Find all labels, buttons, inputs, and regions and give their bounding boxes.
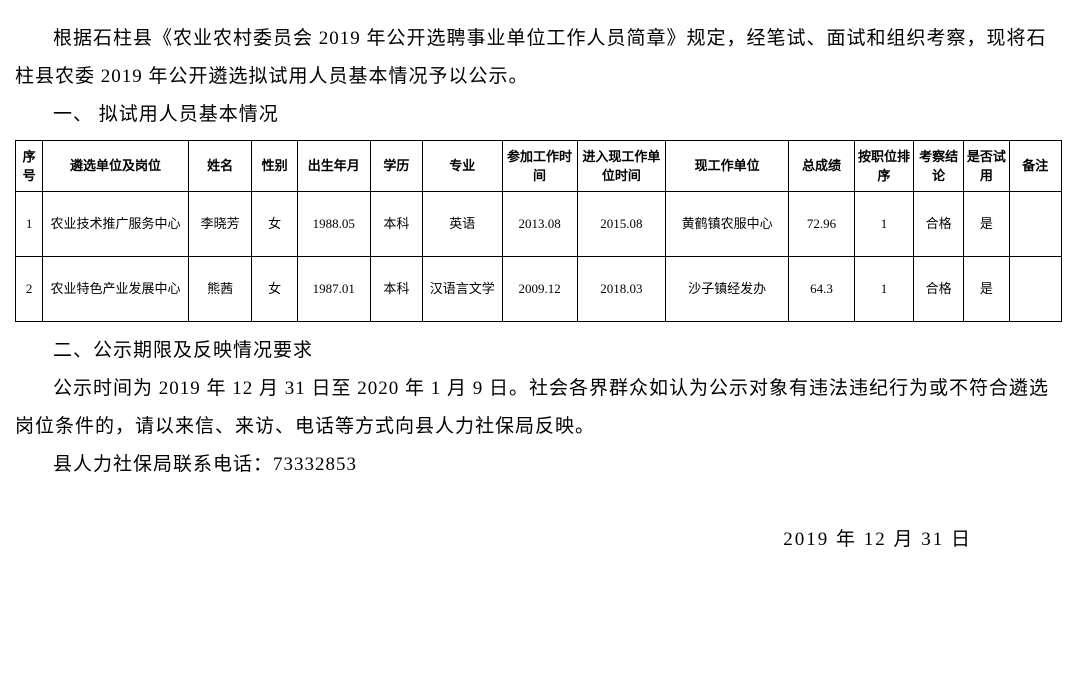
cell-gender: 女 <box>252 257 297 322</box>
cell-major: 汉语言文学 <box>422 257 502 322</box>
cell-cur_time: 2018.03 <box>577 257 666 322</box>
cell-unit: 农业技术推广服务中心 <box>43 192 189 257</box>
cell-major: 英语 <box>422 192 502 257</box>
cell-trial: 是 <box>964 192 1009 257</box>
col-header-seq: 序号 <box>16 141 43 192</box>
cell-cur_unit: 沙子镇经发办 <box>666 257 789 322</box>
section-1-header: 一、 拟试用人员基本情况 <box>15 96 1062 134</box>
col-header-cur_unit: 现工作单位 <box>666 141 789 192</box>
cell-note <box>1009 192 1061 257</box>
cell-exam: 合格 <box>914 257 964 322</box>
table-header-row: 序号遴选单位及岗位姓名性别出生年月学历专业参加工作时间进入现工作单位时间现工作单… <box>16 141 1062 192</box>
col-header-exam: 考察结论 <box>914 141 964 192</box>
contact-paragraph: 县人力社保局联系电话：73332853 <box>15 446 1062 484</box>
cell-unit: 农业特色产业发展中心 <box>43 257 189 322</box>
cell-cur_time: 2015.08 <box>577 192 666 257</box>
section-2-header: 二、公示期限及反映情况要求 <box>15 332 1062 370</box>
candidates-table: 序号遴选单位及岗位姓名性别出生年月学历专业参加工作时间进入现工作单位时间现工作单… <box>15 140 1062 322</box>
cell-birth: 1987.01 <box>297 257 370 322</box>
cell-exam: 合格 <box>914 192 964 257</box>
col-header-gender: 性别 <box>252 141 297 192</box>
col-header-birth: 出生年月 <box>297 141 370 192</box>
date-line: 2019 年 12 月 31 日 <box>15 524 1062 551</box>
cell-name: 熊茜 <box>188 257 252 322</box>
col-header-note: 备注 <box>1009 141 1061 192</box>
cell-score: 72.96 <box>789 192 855 257</box>
col-header-work_time: 参加工作时间 <box>502 141 577 192</box>
cell-edu: 本科 <box>370 257 422 322</box>
cell-work_time: 2013.08 <box>502 192 577 257</box>
col-header-major: 专业 <box>422 141 502 192</box>
cell-gender: 女 <box>252 192 297 257</box>
cell-name: 李晓芳 <box>188 192 252 257</box>
cell-score: 64.3 <box>789 257 855 322</box>
cell-seq: 1 <box>16 192 43 257</box>
col-header-unit: 遴选单位及岗位 <box>43 141 189 192</box>
cell-cur_unit: 黄鹤镇农服中心 <box>666 192 789 257</box>
cell-note <box>1009 257 1061 322</box>
cell-rank: 1 <box>854 192 913 257</box>
cell-edu: 本科 <box>370 192 422 257</box>
table-row: 2农业特色产业发展中心熊茜女1987.01本科汉语言文学2009.122018.… <box>16 257 1062 322</box>
cell-rank: 1 <box>854 257 913 322</box>
col-header-trial: 是否试用 <box>964 141 1009 192</box>
cell-birth: 1988.05 <box>297 192 370 257</box>
notice-paragraph: 公示时间为 2019 年 12 月 31 日至 2020 年 1 月 9 日。社… <box>15 370 1062 446</box>
col-header-name: 姓名 <box>188 141 252 192</box>
cell-trial: 是 <box>964 257 1009 322</box>
intro-paragraph: 根据石柱县《农业农村委员会 2019 年公开选聘事业单位工作人员简章》规定，经笔… <box>15 20 1062 96</box>
cell-seq: 2 <box>16 257 43 322</box>
cell-work_time: 2009.12 <box>502 257 577 322</box>
col-header-rank: 按职位排序 <box>854 141 913 192</box>
col-header-cur_time: 进入现工作单位时间 <box>577 141 666 192</box>
col-header-edu: 学历 <box>370 141 422 192</box>
col-header-score: 总成绩 <box>789 141 855 192</box>
table-row: 1农业技术推广服务中心李晓芳女1988.05本科英语2013.082015.08… <box>16 192 1062 257</box>
